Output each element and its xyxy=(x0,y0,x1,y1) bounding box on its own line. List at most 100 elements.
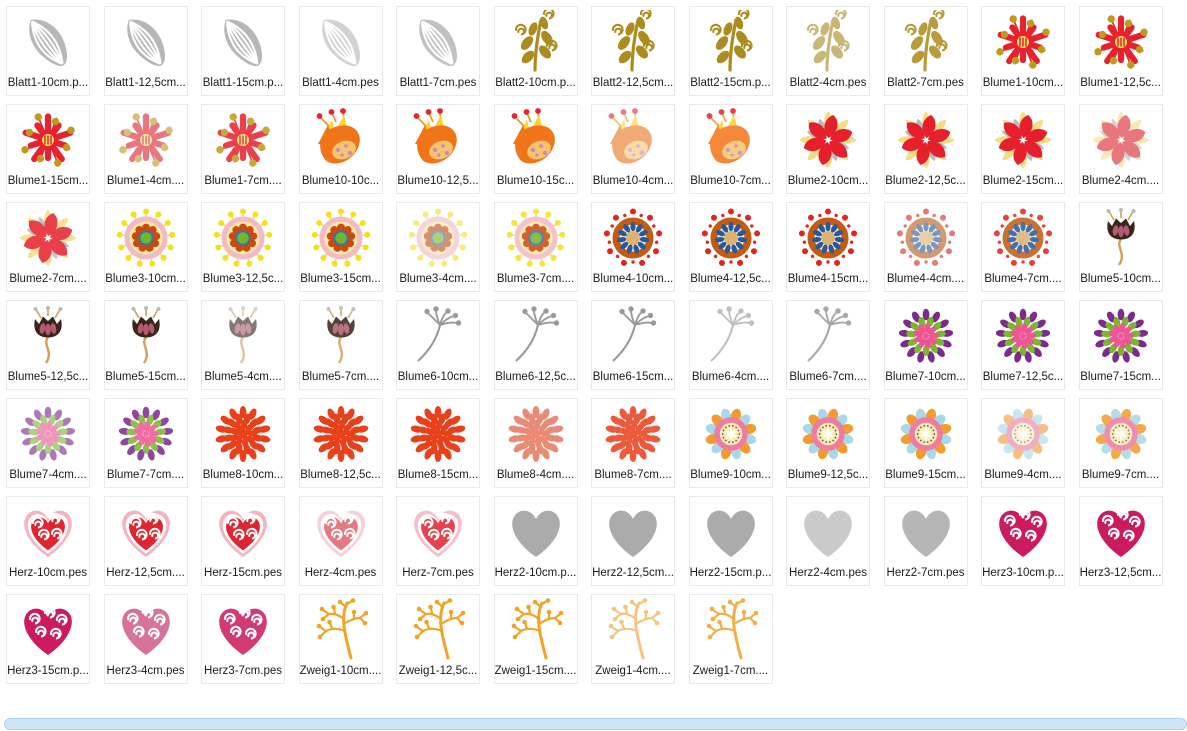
horizontal-scrollbar[interactable] xyxy=(4,718,1187,730)
seed-umbel-icon xyxy=(796,304,860,368)
file-tile[interactable]: Herz2-7cm.pes xyxy=(883,496,968,586)
file-tile[interactable]: Blume4-4cm.... xyxy=(883,202,968,292)
file-tile[interactable]: Blume3-4cm.... xyxy=(396,202,480,292)
file-tile[interactable]: Zweig1-7cm.... xyxy=(688,594,773,684)
file-tile[interactable]: Herz3-7cm.pes xyxy=(201,594,285,684)
file-tile[interactable]: Herz3-10cm.p... xyxy=(981,496,1065,586)
file-name: Herz2-15cm.p... xyxy=(689,567,772,579)
file-tile[interactable]: Blume3-12,5c... xyxy=(201,202,285,292)
file-tile[interactable]: Blume9-7cm.... xyxy=(1078,398,1163,488)
file-tile[interactable]: Blume6-7cm.... xyxy=(786,300,870,390)
file-tile[interactable]: Blume10-10c... xyxy=(298,104,383,194)
file-tile[interactable]: Blume10-7cm... xyxy=(688,104,773,194)
file-tile[interactable]: Blatt2-12,5cm... xyxy=(591,6,675,96)
file-tile[interactable]: Blume3-15cm... xyxy=(298,202,383,292)
file-tile[interactable]: Blume2-7cm.... xyxy=(6,202,90,292)
file-tile[interactable]: Blume4-12,5c... xyxy=(688,202,773,292)
file-tile[interactable]: Blume6-15cm... xyxy=(591,300,675,390)
file-tile[interactable]: Blume7-15cm... xyxy=(1078,300,1163,390)
mum-flower-red-icon xyxy=(406,402,470,466)
file-name: Blatt1-10cm.p... xyxy=(7,77,89,89)
file-tile[interactable]: Zweig1-10cm.... xyxy=(298,594,383,684)
file-tile[interactable]: Blume8-4cm.... xyxy=(493,398,578,488)
file-tile[interactable]: Herz2-12,5cm... xyxy=(591,496,675,586)
file-tile[interactable]: Blume8-12,5c... xyxy=(298,398,383,488)
file-tile[interactable]: Blume1-15cm... xyxy=(6,104,90,194)
dotted-ring-flower-icon xyxy=(406,206,470,270)
file-tile[interactable]: Herz3-15cm.p... xyxy=(6,594,90,684)
file-tile[interactable]: Blume9-12,5c... xyxy=(786,398,870,488)
mosaic-ring-flower-icon xyxy=(699,206,763,270)
file-tile[interactable]: Blume10-15c... xyxy=(493,104,578,194)
file-tile[interactable]: Blume1-12,5c... xyxy=(1078,6,1163,96)
file-tile[interactable]: Blume7-12,5c... xyxy=(981,300,1065,390)
file-name: Blume6-12,5c... xyxy=(495,371,576,383)
file-tile[interactable]: Blume7-4cm.... xyxy=(6,398,90,488)
file-tile[interactable]: Blume2-15cm... xyxy=(981,104,1065,194)
file-tile[interactable]: Blume8-10cm... xyxy=(201,398,285,488)
file-tile[interactable]: Herz-4cm.pes xyxy=(298,496,383,586)
file-tile[interactable]: Blume5-4cm.... xyxy=(201,300,285,390)
dotted-ring-flower-icon xyxy=(114,206,178,270)
file-tile[interactable]: Blume6-4cm.... xyxy=(688,300,773,390)
file-tile[interactable]: Blatt2-10cm.p... xyxy=(493,6,578,96)
file-tile[interactable]: Blume10-12,5... xyxy=(396,104,480,194)
file-tile[interactable]: Blatt1-10cm.p... xyxy=(6,6,90,96)
file-tile[interactable]: Herz-10cm.pes xyxy=(6,496,90,586)
file-tile[interactable]: Blatt1-4cm.pes xyxy=(298,6,383,96)
file-tile[interactable]: Zweig1-4cm.... xyxy=(591,594,675,684)
file-tile[interactable]: Blume3-10cm... xyxy=(103,202,188,292)
file-tile[interactable]: Blume5-7cm.... xyxy=(298,300,383,390)
flame-tulip-icon xyxy=(601,108,665,172)
file-tile[interactable]: Blume1-10cm... xyxy=(981,6,1065,96)
file-tile[interactable]: Blume9-4cm.... xyxy=(981,398,1065,488)
file-tile[interactable]: Zweig1-15cm.... xyxy=(493,594,578,684)
file-tile[interactable]: Herz-7cm.pes xyxy=(396,496,480,586)
file-name: Blume2-4cm.... xyxy=(1081,175,1160,187)
file-name: Blume7-10cm... xyxy=(885,371,966,383)
file-tile[interactable]: Blume2-10cm... xyxy=(786,104,870,194)
file-tile[interactable]: Blatt1-15cm.p... xyxy=(201,6,285,96)
file-tile[interactable]: Blume4-7cm.... xyxy=(981,202,1065,292)
file-tile[interactable]: Blume10-4cm... xyxy=(591,104,675,194)
file-tile[interactable]: Blatt1-12,5cm... xyxy=(103,6,188,96)
file-tile[interactable]: Blume6-12,5c... xyxy=(493,300,578,390)
pinwheel-flower-icon xyxy=(894,108,958,172)
file-tile[interactable]: Blume4-10cm... xyxy=(591,202,675,292)
file-tile[interactable]: Blume3-7cm.... xyxy=(493,202,578,292)
file-tile[interactable]: Blatt1-7cm.pes xyxy=(396,6,480,96)
file-tile[interactable]: Herz2-15cm.p... xyxy=(688,496,773,586)
file-tile[interactable]: Zweig1-12,5c... xyxy=(396,594,480,684)
file-tile[interactable]: Blume1-4cm.... xyxy=(103,104,188,194)
file-tile[interactable]: Blatt2-7cm.pes xyxy=(883,6,968,96)
file-tile[interactable]: Blume9-10cm... xyxy=(688,398,773,488)
file-tile[interactable]: Blume5-10cm... xyxy=(1078,202,1163,292)
file-name: Blume4-12,5c... xyxy=(690,273,771,285)
file-name: Blume2-7cm.... xyxy=(9,273,87,285)
file-name: Blume10-10c... xyxy=(301,175,380,187)
file-tile[interactable]: Blume7-7cm.... xyxy=(103,398,188,488)
file-tile[interactable]: Blume2-4cm.... xyxy=(1078,104,1163,194)
plain-heart-gray-icon xyxy=(504,500,568,564)
file-tile[interactable]: Blume5-12,5c... xyxy=(6,300,90,390)
file-tile[interactable]: Blatt2-15cm.p... xyxy=(688,6,773,96)
file-tile[interactable]: Herz2-10cm.p... xyxy=(493,496,578,586)
flame-tulip-icon xyxy=(406,108,470,172)
file-tile[interactable]: Blume4-15cm... xyxy=(786,202,870,292)
file-tile[interactable]: Herz3-4cm.pes xyxy=(103,594,188,684)
file-tile[interactable]: Blatt2-4cm.pes xyxy=(786,6,870,96)
file-tile[interactable]: Blume8-15cm... xyxy=(396,398,480,488)
file-name: Blume3-12,5c... xyxy=(202,273,284,285)
file-tile[interactable]: Blume7-10cm... xyxy=(883,300,968,390)
file-tile[interactable]: Blume1-7cm.... xyxy=(201,104,285,194)
file-tile[interactable]: Blume9-15cm... xyxy=(883,398,968,488)
file-tile[interactable]: Blume6-10cm... xyxy=(396,300,480,390)
file-tile[interactable]: Herz-12,5cm.... xyxy=(103,496,188,586)
file-tile[interactable]: Blume2-12,5c... xyxy=(883,104,968,194)
file-tile[interactable]: Herz3-12,5cm... xyxy=(1078,496,1163,586)
file-name: Blume1-12,5c... xyxy=(1080,77,1161,89)
file-tile[interactable]: Blume8-7cm.... xyxy=(591,398,675,488)
file-tile[interactable]: Herz-15cm.pes xyxy=(201,496,285,586)
file-tile[interactable]: Herz2-4cm.pes xyxy=(786,496,870,586)
file-tile[interactable]: Blume5-15cm... xyxy=(103,300,188,390)
